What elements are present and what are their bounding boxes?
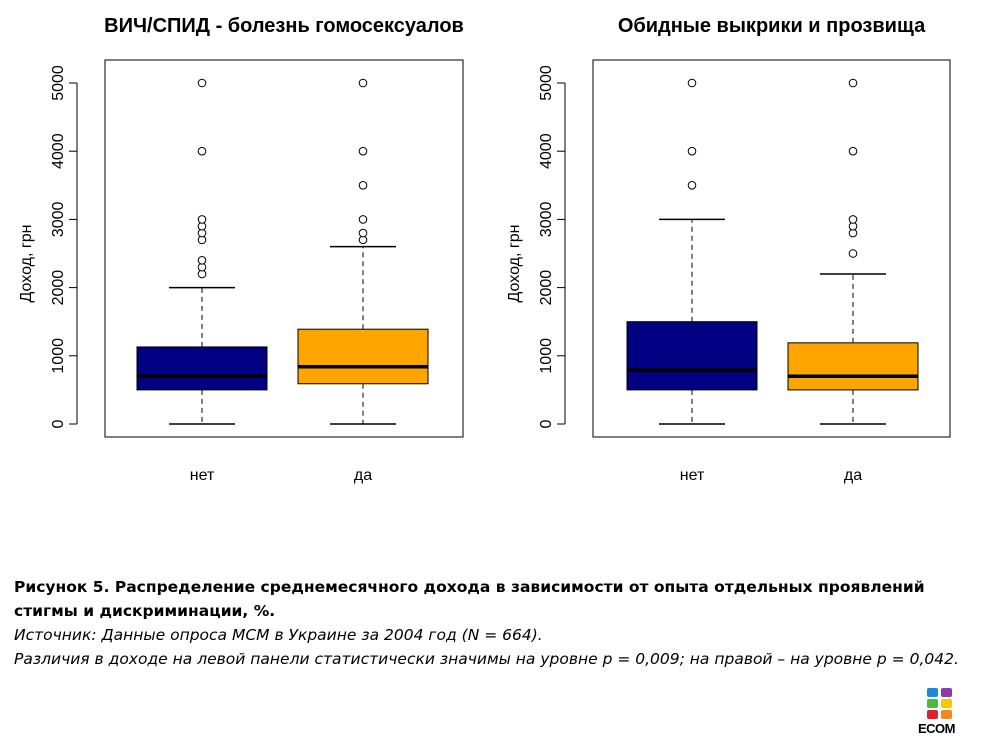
x-category-label: нет bbox=[680, 467, 705, 484]
y-tick-label: 3000 bbox=[538, 202, 555, 238]
chart-title: ВИЧ/СПИД - болезнь гомосексуалов bbox=[104, 15, 464, 37]
outlier-point bbox=[848, 249, 858, 258]
box-нет bbox=[626, 321, 758, 391]
y-axis-label: Доход, грн bbox=[18, 225, 35, 303]
chart-title: Обидные выкрики и прозвища bbox=[618, 15, 926, 37]
y-tick-label: 0 bbox=[50, 419, 67, 428]
outlier-point bbox=[358, 181, 368, 190]
outlier-point bbox=[848, 146, 858, 156]
outlier-point bbox=[197, 78, 207, 88]
y-tick-label: 0 bbox=[538, 419, 555, 428]
x-category-label: да bbox=[844, 467, 862, 484]
outlier-point bbox=[687, 181, 697, 190]
plot-frame bbox=[104, 59, 464, 438]
outlier-point bbox=[848, 78, 858, 88]
outlier-point bbox=[197, 215, 207, 224]
x-category-label: да bbox=[354, 467, 372, 484]
y-tick-label: 2000 bbox=[538, 270, 555, 306]
y-tick-label: 5000 bbox=[538, 65, 555, 101]
plot-frame bbox=[592, 59, 951, 438]
caption-title: Рисунок 5. Распределение среднемесячного… bbox=[14, 578, 925, 620]
outlier-point bbox=[358, 78, 368, 88]
y-tick-label: 2000 bbox=[50, 270, 67, 306]
logo-text: ECOM bbox=[918, 721, 956, 736]
x-category-label: нет bbox=[190, 467, 215, 484]
y-axis-label: Доход, грн bbox=[506, 225, 523, 303]
box-нет bbox=[136, 346, 268, 391]
outlier-point bbox=[358, 215, 368, 224]
outlier-point bbox=[687, 146, 697, 156]
y-tick-label: 3000 bbox=[50, 202, 67, 238]
outlier-point bbox=[197, 146, 207, 156]
caption-note: Различия в доходе на левой панели статис… bbox=[14, 650, 959, 668]
y-tick-label: 1000 bbox=[50, 338, 67, 374]
outlier-point bbox=[197, 256, 207, 265]
outlier-point bbox=[358, 228, 368, 238]
box-да bbox=[297, 328, 429, 385]
y-tick-label: 4000 bbox=[50, 133, 67, 169]
y-tick-label: 4000 bbox=[538, 133, 555, 169]
box-да bbox=[787, 342, 919, 391]
outlier-point bbox=[687, 78, 697, 88]
y-tick-label: 1000 bbox=[538, 338, 555, 374]
y-tick-label: 5000 bbox=[50, 65, 67, 101]
outlier-point bbox=[358, 146, 368, 156]
outlier-point bbox=[848, 215, 858, 224]
caption-source: Источник: Данные опроса МСМ в Украине за… bbox=[14, 626, 543, 644]
boxplot-figure: ВИЧ/СПИД - болезнь гомосексуалов 0 1000 200… bbox=[18, 15, 951, 484]
figure-caption: Рисунок 5. Распределение среднемесячного… bbox=[14, 575, 974, 671]
